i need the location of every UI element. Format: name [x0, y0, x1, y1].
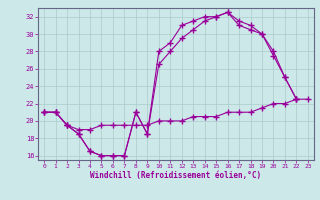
- X-axis label: Windchill (Refroidissement éolien,°C): Windchill (Refroidissement éolien,°C): [91, 171, 261, 180]
